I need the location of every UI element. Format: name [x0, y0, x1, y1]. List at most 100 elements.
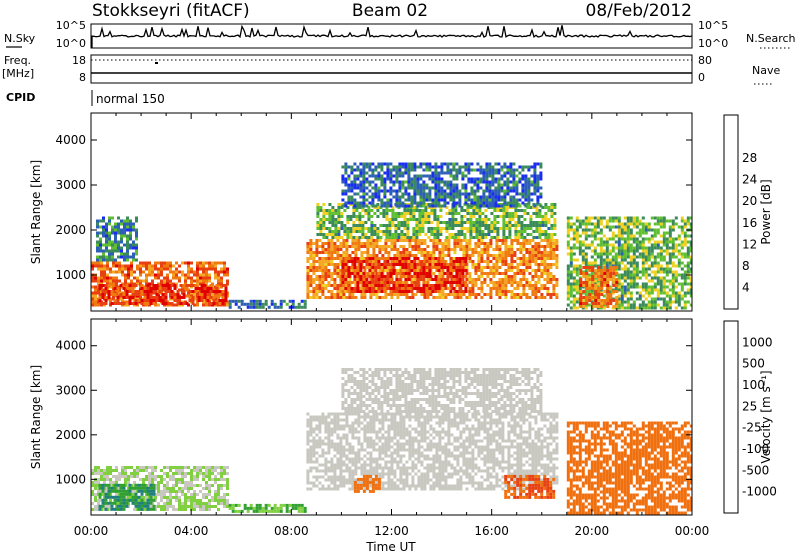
- power-cell: [502, 227, 506, 230]
- power-cell: [500, 186, 504, 190]
- power-cell: [493, 221, 497, 224]
- power-cell: [566, 273, 570, 277]
- power-cell: [385, 236, 389, 239]
- power-cell: [606, 275, 610, 278]
- power-cell: [163, 267, 166, 271]
- power-cell: [356, 284, 360, 287]
- power-cell: [395, 198, 399, 202]
- power-cell: [459, 248, 463, 251]
- power-cell: [434, 183, 438, 187]
- power-cell: [187, 273, 190, 277]
- power-cell: [467, 168, 471, 172]
- power-cell: [456, 239, 460, 242]
- power-cell: [354, 296, 358, 299]
- power-cell: [537, 278, 541, 281]
- power-cell: [421, 230, 425, 233]
- power-cell: [129, 234, 132, 238]
- power-cell: [341, 260, 345, 263]
- power-cell: [443, 192, 447, 196]
- power-cell: [508, 233, 512, 236]
- power-cell: [160, 270, 163, 274]
- power-cell: [524, 192, 528, 196]
- power-cell: [404, 180, 408, 184]
- power-cell: [641, 261, 645, 265]
- power-cell: [422, 275, 426, 278]
- power-cell: [480, 254, 484, 257]
- power-cell: [653, 261, 657, 265]
- power-cell: [430, 230, 434, 233]
- power-cell: [511, 215, 515, 218]
- power-cell: [513, 287, 517, 290]
- power-cell: [650, 288, 654, 292]
- power-cell: [662, 276, 666, 280]
- power-cell: [212, 290, 216, 293]
- power-cell: [362, 183, 366, 187]
- power-cell: [387, 245, 391, 248]
- power-cell: [522, 239, 526, 242]
- power-cell: [623, 276, 627, 280]
- power-cell: [123, 258, 126, 262]
- power-cell: [552, 287, 556, 290]
- power-cell: [501, 242, 505, 245]
- power-cell: [453, 245, 457, 248]
- power-cell: [478, 224, 482, 227]
- power-cell: [566, 225, 570, 229]
- power-cell: [380, 263, 384, 266]
- power-cell: [579, 272, 583, 275]
- power-cell: [465, 248, 469, 251]
- power-cell: [408, 260, 412, 263]
- power-cell: [339, 272, 343, 275]
- power-cell: [435, 296, 439, 299]
- power-cell: [452, 198, 456, 202]
- power-cell: [367, 209, 371, 212]
- power-cell: [223, 261, 226, 265]
- power-cell: [474, 269, 478, 272]
- power-cell: [488, 198, 492, 202]
- power-cell: [469, 212, 473, 215]
- power-cell: [539, 192, 543, 196]
- power-cell: [644, 237, 648, 241]
- power-cell: [534, 275, 538, 278]
- power-cell: [434, 162, 438, 166]
- power-cell: [579, 305, 583, 308]
- power-cell: [146, 302, 150, 305]
- power-cell: [126, 219, 129, 223]
- power-cell: [458, 165, 462, 169]
- power-cell: [448, 233, 452, 236]
- power-cell: [602, 216, 606, 220]
- power-cell: [356, 165, 360, 169]
- power-cell: [466, 218, 470, 221]
- power-cell: [428, 272, 432, 275]
- power-cell: [591, 281, 595, 284]
- power-cell: [413, 275, 417, 278]
- power-cell: [674, 237, 678, 241]
- power-cell: [492, 266, 496, 269]
- power-cell: [143, 296, 147, 299]
- power-cell: [399, 269, 403, 272]
- power-cell: [566, 285, 570, 289]
- power-cell: [374, 266, 378, 269]
- power-cell: [352, 215, 356, 218]
- power-cell: [435, 245, 439, 248]
- power-cell: [330, 257, 334, 260]
- power-cell: [522, 254, 526, 257]
- power-cell: [105, 228, 108, 232]
- power-cell: [650, 264, 654, 268]
- power-cell: [544, 212, 548, 215]
- power-cell: [191, 284, 195, 287]
- power-cell: [594, 272, 598, 275]
- power-cell: [223, 267, 226, 271]
- power-cell: [375, 293, 379, 296]
- power-cell: [506, 177, 510, 181]
- power-cell: [593, 258, 597, 262]
- power-cell: [668, 228, 672, 232]
- power-cell: [336, 275, 340, 278]
- power-cell: [437, 192, 441, 196]
- power-cell: [584, 219, 588, 223]
- power-cell: [413, 165, 417, 169]
- power-cell: [479, 168, 483, 172]
- power-cell: [327, 254, 331, 257]
- power-cell: [451, 224, 455, 227]
- power-cell: [434, 290, 438, 293]
- power-cell: [423, 242, 427, 245]
